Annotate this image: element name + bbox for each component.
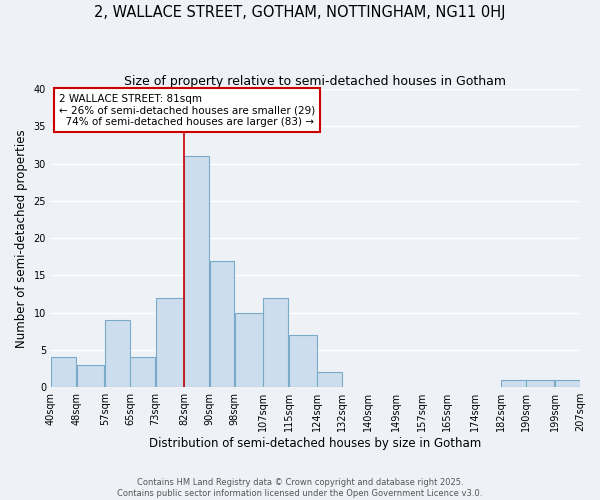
Bar [235,312,263,387]
Bar [51,358,76,387]
Bar [130,358,155,387]
Title: Size of property relative to semi-detached houses in Gotham: Size of property relative to semi-detach… [124,75,506,88]
Bar [526,380,554,387]
Bar [105,320,130,387]
Bar [209,260,235,387]
Bar [184,156,209,387]
Bar [77,365,104,387]
Text: 2 WALLACE STREET: 81sqm
← 26% of semi-detached houses are smaller (29)
  74% of : 2 WALLACE STREET: 81sqm ← 26% of semi-de… [59,94,315,127]
Text: Contains HM Land Registry data © Crown copyright and database right 2025.
Contai: Contains HM Land Registry data © Crown c… [118,478,482,498]
Bar [501,380,526,387]
Text: 2, WALLACE STREET, GOTHAM, NOTTINGHAM, NG11 0HJ: 2, WALLACE STREET, GOTHAM, NOTTINGHAM, N… [94,5,506,20]
Bar [317,372,342,387]
X-axis label: Distribution of semi-detached houses by size in Gotham: Distribution of semi-detached houses by … [149,437,482,450]
Bar [555,380,580,387]
Y-axis label: Number of semi-detached properties: Number of semi-detached properties [15,129,28,348]
Bar [263,298,288,387]
Bar [156,298,184,387]
Bar [289,335,317,387]
